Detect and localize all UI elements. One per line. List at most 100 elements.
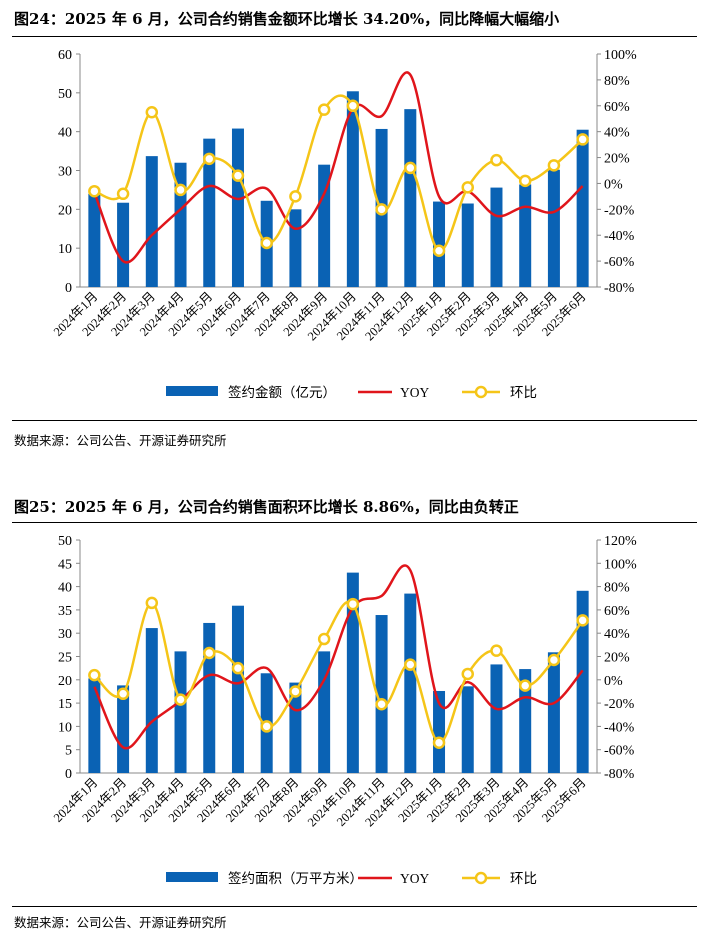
right-tick-label: 40% (604, 627, 630, 642)
right-tick-label: -40% (604, 229, 635, 244)
legend-label-bar: 签约金额（亿元） (228, 384, 336, 400)
bar (404, 593, 417, 773)
source-note: 数据来源：公司公告、开源证券研究所 (14, 915, 227, 930)
left-tick-label: 30 (58, 165, 72, 180)
right-tick-label: 120% (604, 534, 637, 549)
bar (519, 184, 532, 287)
mom-marker (116, 687, 130, 701)
left-tick-label: 45 (58, 557, 72, 572)
left-tick-label: 10 (58, 242, 72, 257)
left-tick-label: 30 (58, 627, 72, 642)
mom-marker (88, 668, 101, 682)
source-note: 数据来源：公司公告、开源证券研究所 (14, 433, 227, 448)
left-tick-label: 15 (58, 697, 72, 712)
mom-marker (547, 159, 561, 172)
source-rule (12, 420, 697, 421)
mom-marker (576, 614, 589, 627)
left-tick-label: 40 (58, 126, 72, 141)
left-tick-label: 50 (58, 87, 72, 102)
bar (547, 169, 560, 287)
legend-label-mom: 环比 (510, 385, 537, 400)
bar (433, 690, 446, 773)
mom-marker (490, 153, 503, 167)
mom-marker (375, 203, 388, 216)
right-tick-label: -60% (604, 255, 635, 270)
right-tick-label: -60% (604, 744, 635, 759)
bar (318, 651, 331, 773)
mom-marker (289, 685, 302, 698)
right-tick-label: 60% (604, 604, 630, 619)
left-tick-label: 40 (58, 581, 72, 596)
bar (519, 669, 532, 773)
left-tick-label: 0 (65, 767, 72, 782)
bar (231, 128, 244, 287)
left-tick-label: 20 (58, 674, 72, 689)
bar (461, 686, 474, 773)
bar (88, 193, 101, 287)
source-rule (12, 906, 697, 907)
right-tick-label: 100% (604, 557, 637, 572)
bar (117, 202, 130, 287)
bar (576, 590, 589, 773)
right-tick-label: -80% (604, 281, 635, 296)
bar (117, 685, 130, 773)
legend-label-bar: 签约面积（万平方米） (228, 870, 363, 886)
mom-marker (432, 736, 446, 749)
legend-swatch-bar (166, 386, 218, 396)
legend-marker-mom (474, 385, 488, 399)
mom-marker (547, 653, 561, 667)
bar (461, 203, 474, 287)
mom-marker (490, 644, 503, 657)
bar (145, 628, 158, 773)
left-tick-label: 35 (58, 604, 72, 619)
right-tick-label: 0% (604, 674, 623, 689)
left-tick-label: 50 (58, 534, 72, 549)
chart-sales-amount: 0 10 20 30 40 50 60 -80% -60% -40% -20% 0% 20% 40% 60%… (51, 48, 637, 400)
right-tick-label: 20% (604, 651, 630, 666)
right-tick-label: -80% (604, 767, 635, 782)
mom-marker (404, 658, 417, 671)
mom-marker (461, 667, 474, 681)
bar (490, 187, 503, 287)
mom-marker (145, 106, 159, 119)
mom-marker (88, 184, 101, 198)
mom-marker (231, 661, 245, 675)
bar (404, 109, 417, 287)
left-tick-label: 0 (65, 281, 72, 296)
mom-marker (346, 597, 360, 611)
chart-sales-area: 0 5 10 15 20 25 30 35 40 45 50 -80% -60% -40% -20% 0% 20… (51, 534, 637, 886)
mom-marker (461, 181, 474, 194)
bar (346, 91, 359, 287)
mom-marker (317, 103, 331, 116)
right-tick-label: 80% (604, 581, 630, 596)
bar (490, 664, 503, 773)
bar (576, 129, 589, 287)
right-tick-label: 40% (604, 126, 630, 141)
right-tick-label: 0% (604, 177, 623, 192)
mom-marker (203, 152, 216, 166)
bar (145, 156, 158, 287)
left-tick-label: 20 (58, 203, 72, 218)
mom-marker (404, 161, 417, 175)
right-tick-label: -20% (604, 697, 635, 712)
right-tick-label: 80% (604, 74, 630, 89)
bar (231, 605, 244, 773)
mom-marker (203, 646, 216, 660)
mom-marker (576, 133, 589, 146)
mom-marker (145, 596, 159, 610)
bar (547, 652, 560, 773)
mom-marker (260, 236, 273, 250)
mom-marker (518, 174, 532, 188)
mom-marker (289, 190, 302, 203)
bar (375, 615, 388, 773)
legend-label-yoy: YOY (400, 871, 429, 886)
figure-title: 图25：2025 年 6 月，公司合约销售面积环比增长 8.86%，同比由负转正 (14, 498, 519, 516)
mom-line (93, 600, 584, 744)
right-tick-label: 60% (604, 100, 630, 115)
left-tick-label: 5 (65, 744, 72, 759)
left-tick-label: 25 (58, 651, 72, 666)
bar (346, 572, 359, 773)
mom-marker (260, 720, 273, 733)
mom-line (93, 94, 584, 252)
legend-marker-mom (474, 871, 488, 885)
